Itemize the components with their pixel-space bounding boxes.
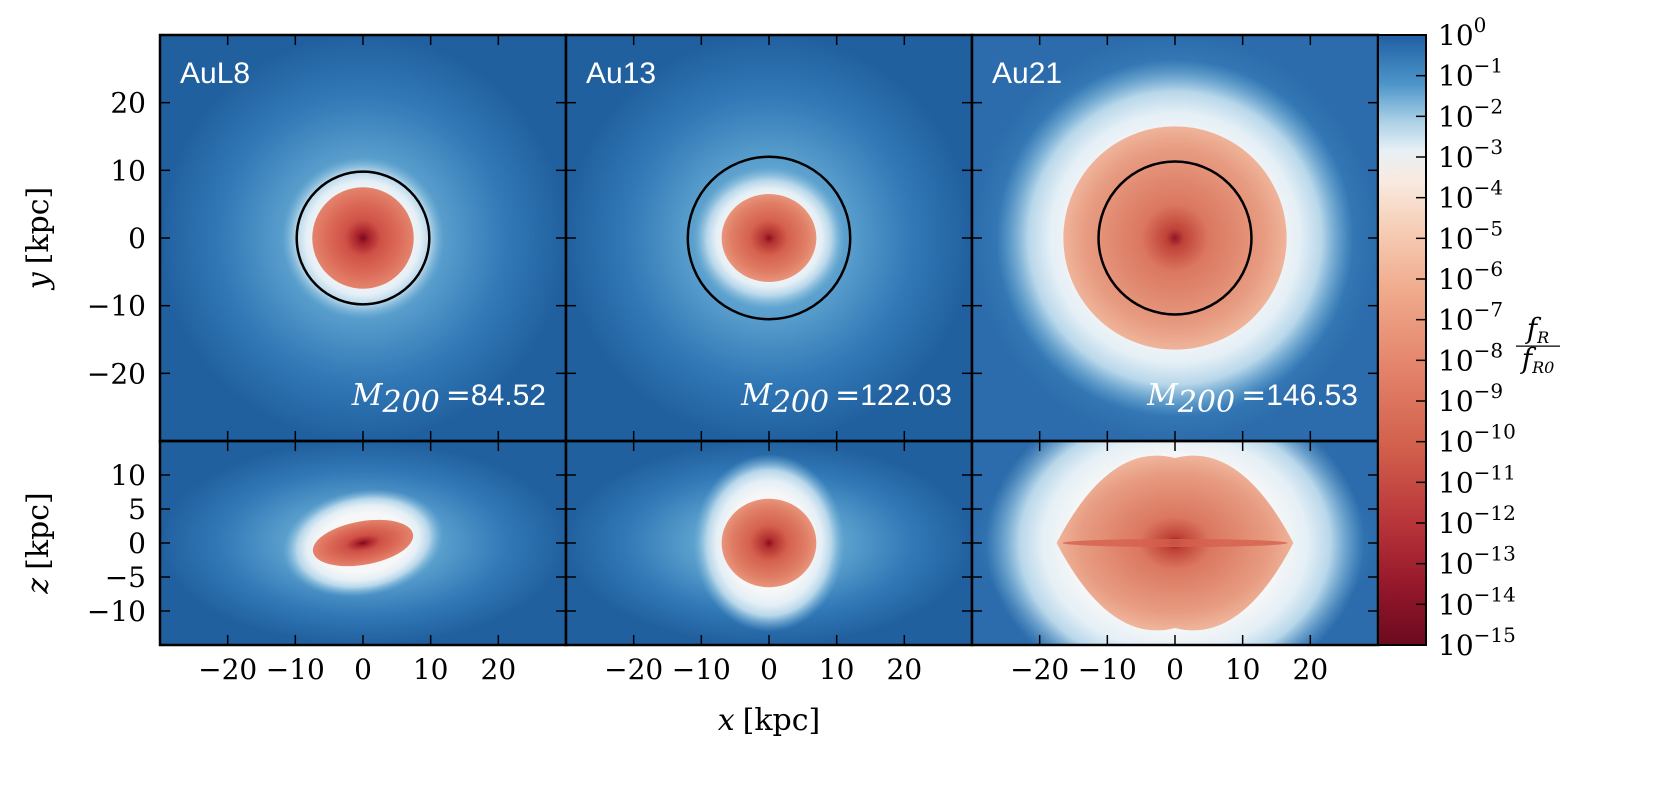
x-tick-label: −10 (1078, 653, 1137, 686)
colorbar-frame (1377, 34, 1427, 646)
xz-heatmap (972, 441, 1378, 645)
colorbar-tick-label: 10−7 (1438, 298, 1503, 337)
colorbar-tick-label: 10−6 (1438, 257, 1503, 296)
mass-label: M200 =84.52 (351, 378, 546, 420)
y-tick-label: 0 (128, 222, 146, 255)
colorbar-gradient (1378, 35, 1426, 645)
colorbar-tick-label: 10−9 (1438, 379, 1503, 418)
colorbar-tick-label: 10−13 (1438, 542, 1516, 581)
y-tick-label: 20 (110, 87, 146, 120)
x-axis-label: x [kpc] (718, 703, 821, 738)
panel-Au13: Au13 M200 =122.03 (564, 33, 974, 647)
z-tick-label: 0 (128, 527, 146, 560)
x-tick-label: 10 (1225, 653, 1261, 686)
y-tick-label: 10 (110, 154, 146, 187)
colorbar-tick-label: 10−3 (1438, 135, 1503, 174)
colorbar-label-denominator: fR0 (1520, 342, 1555, 377)
xz-heatmap (566, 441, 972, 645)
panel-name: AuL8 (180, 57, 250, 90)
z-tick-label: −10 (87, 595, 146, 628)
xy-heatmap (972, 35, 1378, 441)
screened-core (312, 187, 414, 289)
screened-core (721, 498, 817, 588)
panel-name: Au21 (992, 57, 1062, 90)
axis-labels: −20 −10 0 10 20 −20 −10 0 10 20 −20 −10 0 10 20 20 10 0 −1… (21, 87, 1328, 738)
colorbar-tick-label: 10−14 (1438, 582, 1516, 621)
xz-heatmap (160, 441, 566, 645)
x-tick-label: 20 (481, 653, 517, 686)
mass-label: M200 =146.53 (1146, 378, 1358, 420)
colorbar-tick-label: 10−4 (1438, 176, 1503, 215)
colorbar-tick-label: 100 (1438, 13, 1486, 52)
colorbar-tick-label: 10−8 (1438, 338, 1503, 377)
r200-circle (295, 170, 431, 306)
r200-circle (686, 155, 852, 321)
x-tick-label: 20 (1293, 653, 1329, 686)
x-tick-label: −20 (198, 653, 257, 686)
panel-Au21: Au21 M200 =146.53 (970, 33, 1380, 647)
colorbar-tick-label: 10−11 (1438, 460, 1516, 499)
screened-core (1063, 126, 1287, 350)
xy-heatmap (160, 35, 566, 441)
x-tick-label: 0 (1166, 653, 1184, 686)
colorbar-tick-label: 10−5 (1438, 216, 1503, 255)
z-tick-label: 5 (128, 493, 146, 526)
x-tick-label: 10 (819, 653, 855, 686)
r200-circle (1097, 160, 1253, 316)
colorbar-tick-label: 10−15 (1438, 623, 1516, 662)
x-tick-label: 20 (887, 653, 923, 686)
z-axis-label: z[kpc] (21, 492, 56, 594)
y-tick-label: −10 (87, 290, 146, 323)
x-tick-label: 0 (354, 653, 372, 686)
panel-name: Au13 (586, 57, 656, 90)
mass-label: M200 =122.03 (740, 378, 952, 420)
y-tick-label: −20 (87, 357, 146, 390)
x-tick-label: −10 (672, 653, 731, 686)
x-tick-label: 10 (413, 653, 449, 686)
colorbar-tick-label: 10−10 (1438, 420, 1516, 459)
colorbar-tick-label: 10−12 (1438, 501, 1516, 540)
x-tick-label: 0 (760, 653, 778, 686)
panel-AuL8: AuL8 M200 =84.52 (158, 33, 568, 647)
xy-heatmap (566, 35, 972, 441)
disc-plane (1062, 539, 1288, 547)
x-tick-label: −10 (266, 653, 325, 686)
z-tick-label: −5 (105, 561, 146, 594)
screened-core (721, 194, 817, 282)
y-axis-label: y[kpc] (21, 187, 56, 292)
colorbar-tick-label: 10−2 (1438, 94, 1503, 133)
colorbar-tick-label: 10−1 (1438, 54, 1503, 93)
x-tick-label: −20 (1010, 653, 1069, 686)
colorbar: 10010−110−210−310−410−510−610−710−810−91… (1377, 13, 1560, 662)
z-tick-label: 10 (110, 459, 146, 492)
x-tick-label: −20 (604, 653, 663, 686)
screened-core (312, 519, 414, 567)
panels-layer: AuL8 M200 =84.52 Au13 M200 =122.03 Au21 M200 =14… (158, 33, 1380, 647)
